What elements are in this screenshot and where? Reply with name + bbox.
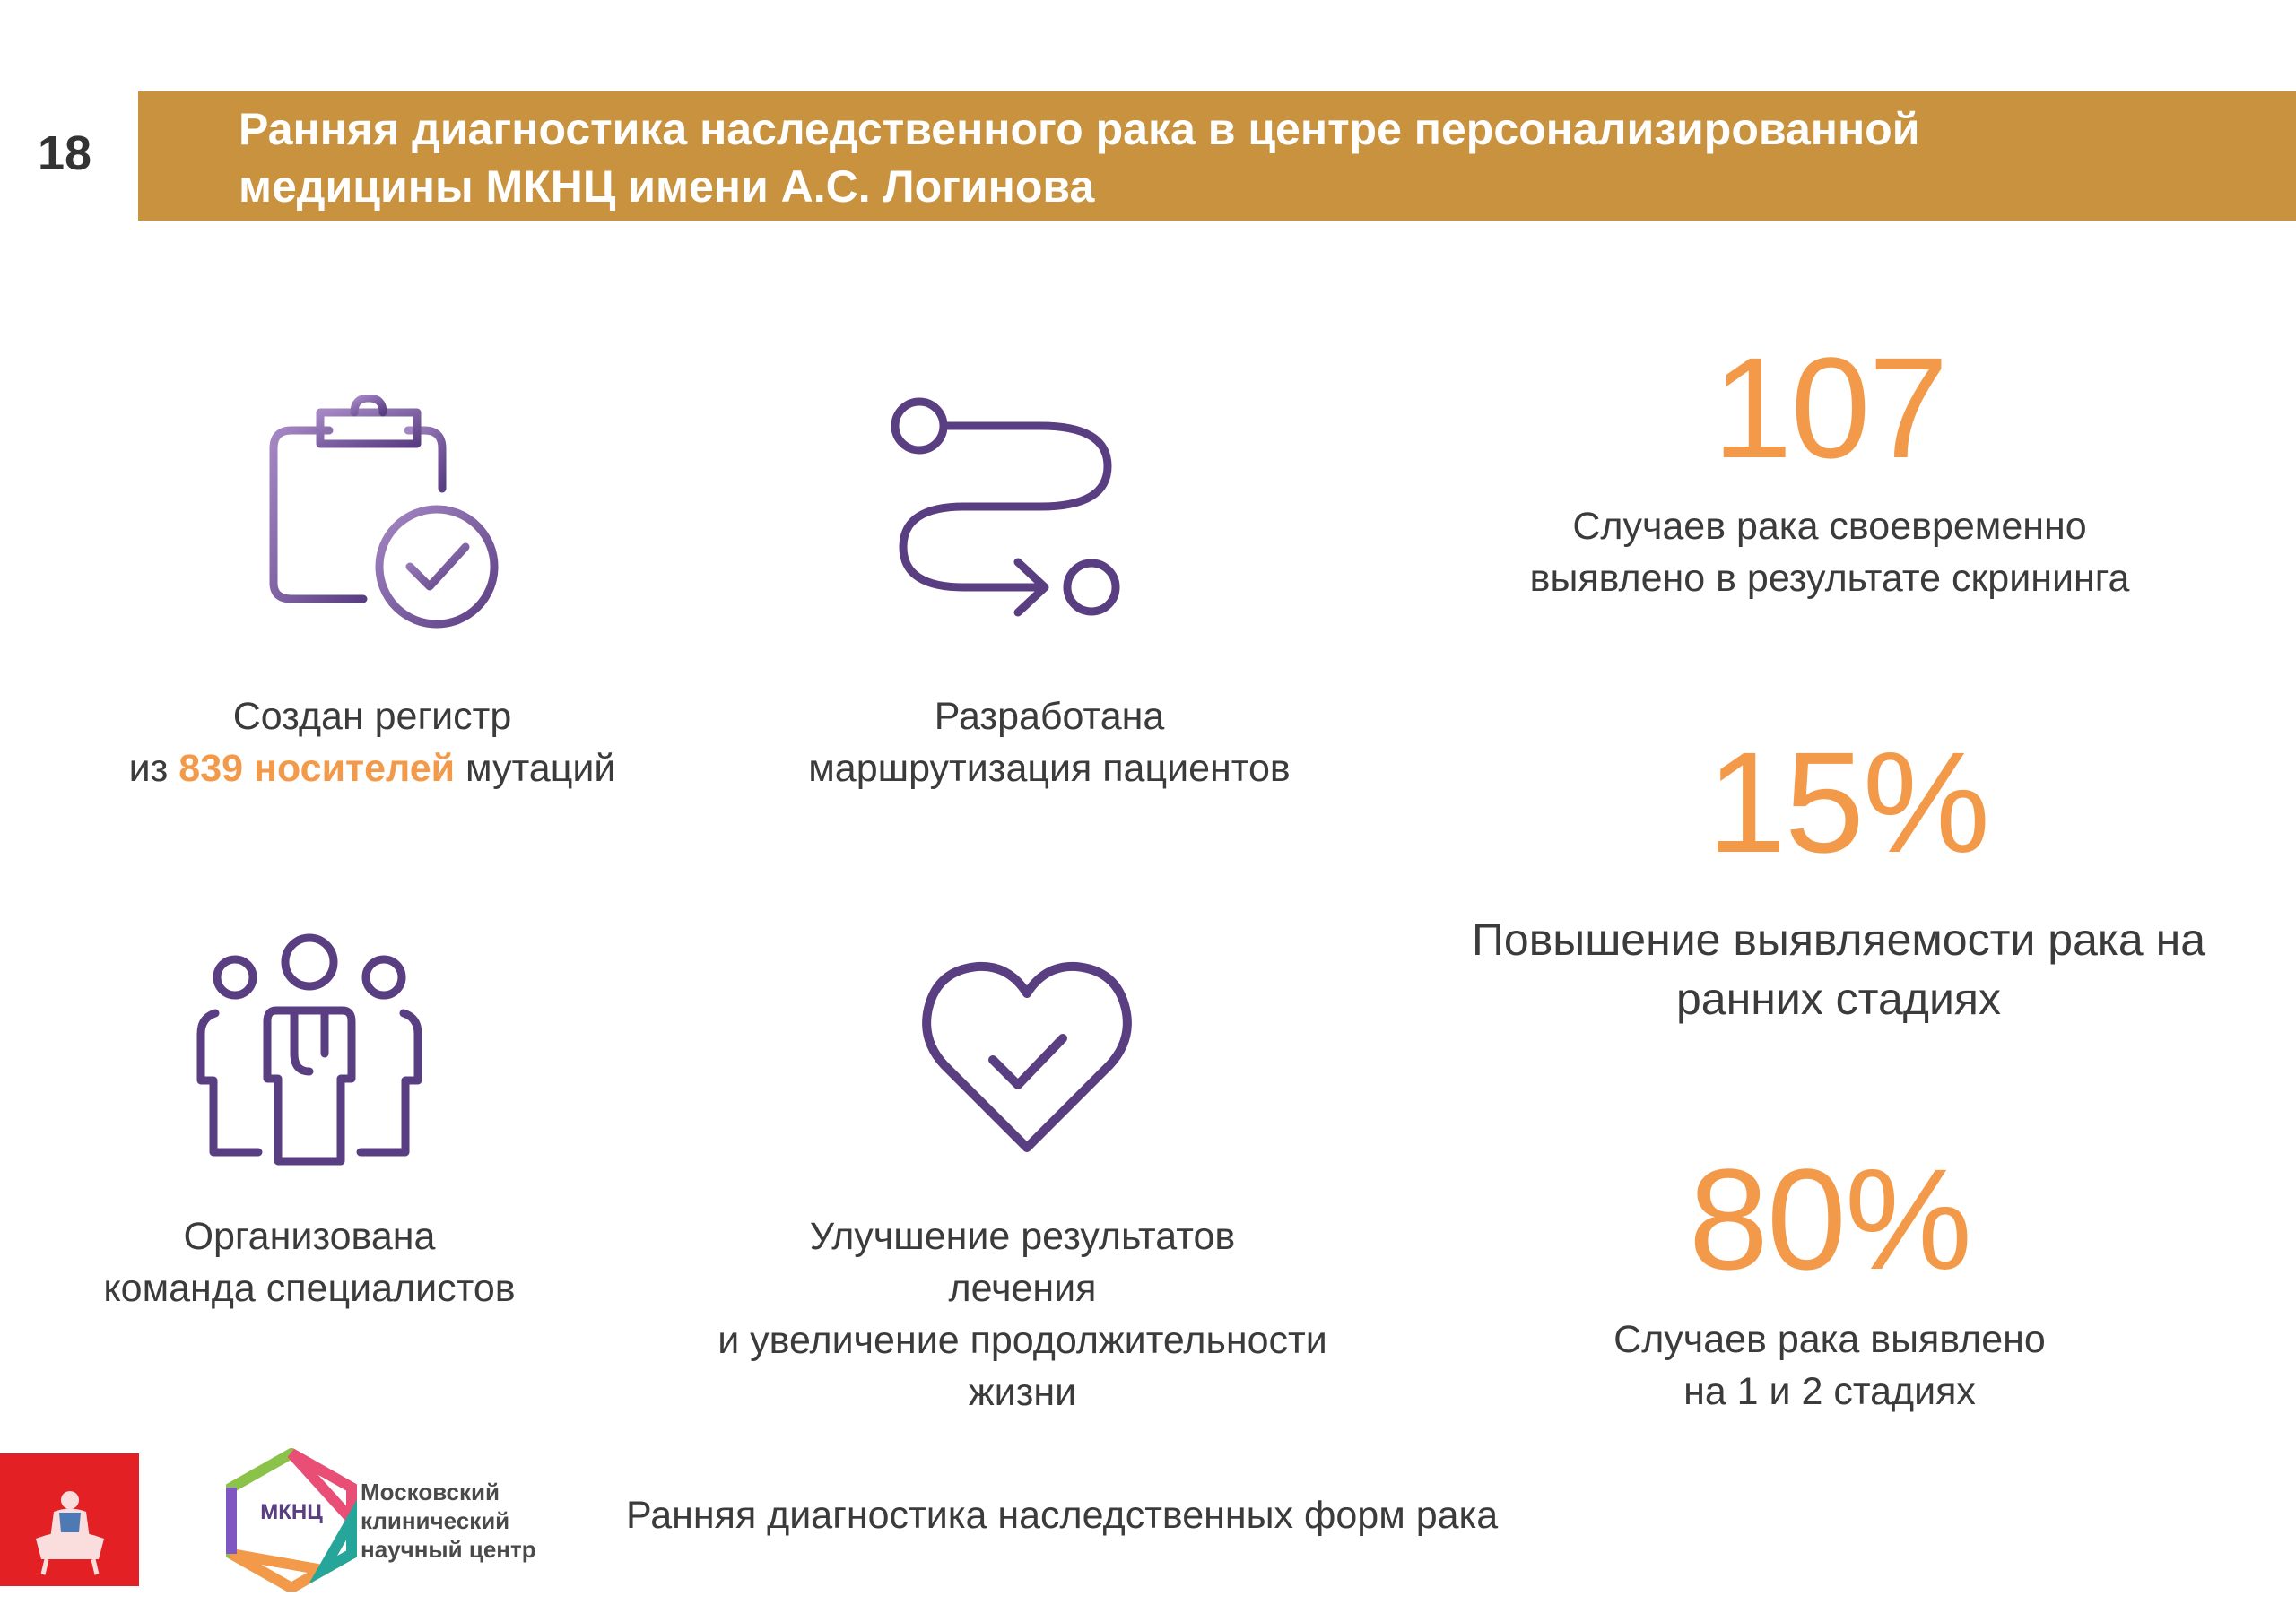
caption-suffix: мутаций: [455, 747, 616, 790]
caption-outcomes-line-2: лечения: [948, 1267, 1097, 1310]
clipboard-check-icon: [265, 395, 507, 637]
footer-org-name: Московский клинический научный центр: [361, 1478, 536, 1564]
caption-routing: Разработана маршрутизация пациентов: [753, 690, 1345, 794]
stat-caption-early-stages: Случаев рака выявлено на 1 и 2 стадиях: [1471, 1314, 2188, 1418]
mknc-logo-text: МКНЦ: [260, 1500, 323, 1524]
caption-prefix: из: [128, 747, 179, 790]
stat-caption-detection-increase: Повышение выявляемости рака на ранних ст…: [1408, 910, 2269, 1028]
footer-org-line-2: клинический: [361, 1507, 510, 1534]
caption-outcomes-line-1: Улучшение результатов: [809, 1215, 1236, 1258]
stat-value-early-stages: 80%: [1688, 1139, 1972, 1299]
stat-caption-screening-line-1: Случаев рака своевременно: [1572, 505, 2087, 548]
caption-routing-line-1: Разработана: [934, 695, 1165, 738]
caption-team-line-1: Организована: [183, 1215, 436, 1258]
stat-caption-screening: Случаев рака своевременно выявлено в рез…: [1435, 500, 2224, 604]
caption-team: Организована команда специалистов: [45, 1210, 574, 1314]
page-title: Ранняя диагностика наследственного рака …: [239, 100, 2212, 215]
footer-text: Ранняя диагностика наследственных форм р…: [626, 1494, 1499, 1537]
slide-number: 18: [38, 126, 92, 180]
stat-caption-screening-line-2: выявлено в результате скрининга: [1529, 557, 2130, 600]
carriers-count-highlight: 839 носителей: [178, 747, 456, 790]
caption-team-line-2: команда специалистов: [103, 1267, 516, 1310]
stat-caption-detection-line-1: Повышение выявляемости рака на: [1471, 915, 2206, 965]
caption-outcomes-line-3: и увеличение продолжительности: [718, 1319, 1327, 1362]
page-title-line-1: Ранняя диагностика наследственного рака …: [239, 104, 1920, 154]
title-bar: Ранняя диагностика наследственного рака …: [138, 91, 2296, 221]
caption-outcomes: Улучшение результатов лечения и увеличен…: [628, 1210, 1417, 1418]
medical-team-icon: [188, 928, 430, 1170]
route-path-icon: [883, 390, 1126, 623]
stat-value-detection-increase: 15%: [1706, 722, 1990, 882]
heart-check-icon: [919, 959, 1135, 1157]
caption-registry-line-2: из 839 носителей мутаций: [81, 742, 664, 794]
stat-caption-early-line-1: Случаев рака выявлено: [1613, 1318, 2046, 1361]
moscow-coat-of-arms-icon: [0, 1453, 139, 1586]
caption-routing-line-2: маршрутизация пациентов: [808, 747, 1291, 790]
caption-registry-line-1: Создан регистр: [232, 695, 512, 738]
stat-caption-detection-line-2: ранних стадиях: [1676, 974, 2001, 1024]
footer-org-line-3: научный центр: [361, 1536, 536, 1563]
stat-caption-early-line-2: на 1 и 2 стадиях: [1683, 1370, 1976, 1413]
mknc-logo: МКНЦ: [215, 1447, 368, 1594]
footer-org-line-1: Московский: [361, 1479, 500, 1505]
caption-outcomes-line-4: жизни: [968, 1371, 1077, 1414]
stat-value-screening: 107: [1712, 327, 1949, 488]
page-title-line-2: медицины МКНЦ имени А.С. Логинова: [239, 161, 1095, 212]
caption-registry: Создан регистр из 839 носителей мутаций: [81, 690, 664, 794]
